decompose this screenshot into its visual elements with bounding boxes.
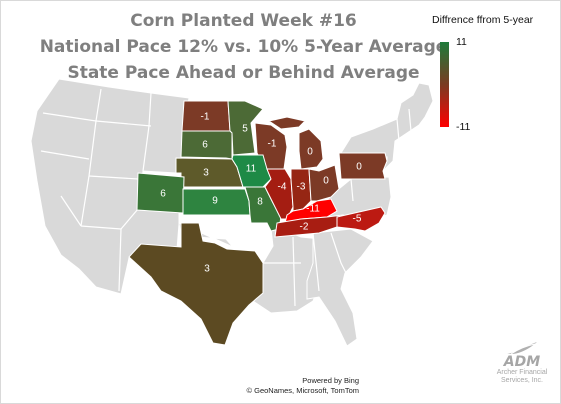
map-title-line-3: State Pace Ahead or Behind Average: [67, 63, 420, 83]
state-NC: [336, 206, 386, 232]
legend-max-label: 11: [456, 36, 467, 48]
powered-by-credit: Powered by Bing: [302, 376, 359, 385]
adm-logo-line-1: Archer Financial: [496, 369, 548, 376]
label-IN: -3: [297, 182, 306, 193]
west-borders: [40, 88, 152, 292]
state-OH: [308, 164, 340, 202]
legend-color-scale: [440, 42, 449, 127]
label-PA: 0: [356, 162, 362, 173]
label-MI: 0: [307, 147, 313, 158]
label-SD: 6: [202, 140, 208, 151]
label-TX: 3: [204, 264, 210, 275]
adm-leaf-icon: [507, 342, 537, 355]
label-TN: -2: [300, 222, 309, 233]
adm-logo: ADM Archer Financial Services, Inc.: [487, 341, 557, 385]
map-data-credit: © GeoNames, Microsoft, TomTom: [246, 386, 360, 395]
label-CO: 6: [160, 189, 166, 200]
label-KS: 9: [212, 196, 218, 207]
label-WI: -1: [268, 139, 277, 150]
southeast-shape: [306, 228, 374, 347]
label-MN: 5: [242, 124, 248, 135]
label-IA: 11: [246, 164, 257, 175]
state-PA: [338, 152, 388, 180]
label-IL: -4: [278, 182, 287, 193]
label-OH: 0: [323, 176, 329, 187]
label-ND: -1: [201, 112, 210, 123]
adm-logo-name: ADM: [503, 354, 541, 370]
northeast-borders: [350, 108, 412, 202]
state-value-labels: -1 5 6 -1 0 3 11 6 9 8 -4 -3 0 0 -11 -2 …: [160, 112, 362, 275]
adm-logo-line-2: Services, Inc.: [500, 377, 543, 384]
label-KY: -11: [306, 204, 320, 215]
state-MI: [267, 116, 324, 170]
legend-title: Diffrence ffrom 5-year: [432, 14, 534, 26]
state-NE: [175, 157, 244, 188]
state-IL: [264, 168, 294, 220]
south-borders: [263, 232, 347, 307]
label-MO: 8: [257, 197, 263, 208]
state-TX: [128, 222, 264, 346]
adm-logo-subtitle: Archer Financial Services, Inc.: [487, 369, 557, 385]
map-title-line-2: National Pace 12% vs. 10% 5-Year Average: [39, 37, 448, 57]
legend-min-label: -11: [456, 121, 471, 133]
map-title-line-1: Corn Planted Week #16: [130, 11, 357, 31]
label-NE: 3: [203, 168, 209, 179]
state-fills: [128, 100, 388, 346]
label-NC: -5: [353, 214, 362, 225]
